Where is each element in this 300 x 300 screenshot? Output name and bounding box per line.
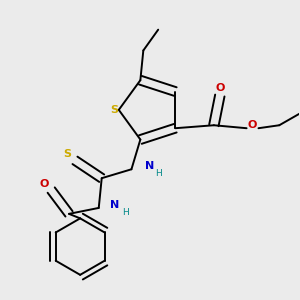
Text: S: S [110, 105, 118, 115]
Text: N: N [110, 200, 120, 210]
Text: N: N [145, 161, 154, 171]
Text: O: O [215, 83, 224, 93]
Text: O: O [39, 179, 48, 189]
Text: H: H [122, 208, 129, 217]
Text: H: H [155, 169, 162, 178]
Text: O: O [248, 120, 257, 130]
Text: S: S [64, 149, 71, 159]
